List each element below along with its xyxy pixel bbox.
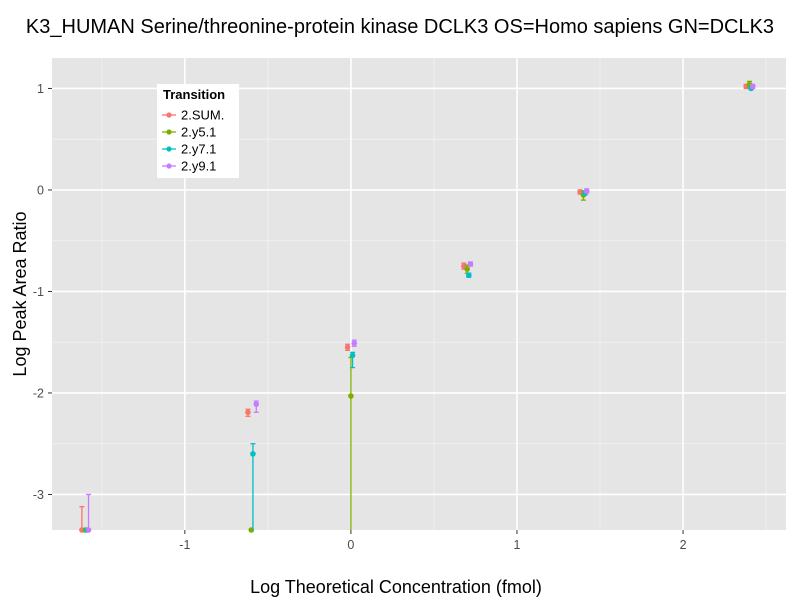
legend-item: 2.y5.1 xyxy=(162,125,216,140)
legend-key-point xyxy=(166,112,172,118)
data-point xyxy=(464,266,470,272)
x-tick-label: -1 xyxy=(179,538,190,552)
y-tick-label: -1 xyxy=(33,285,44,299)
chart-title: K3_HUMAN Serine/threonine-protein kinase… xyxy=(26,16,774,38)
data-point xyxy=(348,393,354,399)
data-point xyxy=(344,344,351,351)
x-tick-label: 0 xyxy=(347,538,354,552)
legend-item: 2.y7.1 xyxy=(162,142,216,157)
legend-label: 2.y5.1 xyxy=(181,125,216,140)
data-point xyxy=(349,352,356,359)
data-point xyxy=(583,188,590,194)
data-point xyxy=(245,409,251,416)
legend: Transition 2.SUM. 2.y5.1 2.y7.1 2.y9.1 xyxy=(157,84,239,178)
legend-label: 2.y9.1 xyxy=(181,159,216,174)
x-axis-ticks: -1 0 1 2 xyxy=(179,530,687,552)
y-tick-label: -2 xyxy=(33,386,44,400)
y-axis-title: Log Peak Area Ratio xyxy=(10,211,30,376)
data-point xyxy=(85,527,92,533)
legend-item: 2.y9.1 xyxy=(162,159,216,174)
series-2-y9-1 xyxy=(85,83,756,533)
legend-label: 2.y7.1 xyxy=(181,142,216,157)
legend-item: 2.SUM. xyxy=(162,108,224,123)
legend-key-point xyxy=(166,129,172,135)
data-point xyxy=(250,451,256,457)
series-layer xyxy=(79,80,756,533)
y-axis-ticks: -3 -2 -1 0 1 xyxy=(33,82,52,502)
data-point xyxy=(351,340,358,347)
y-tick-label: 1 xyxy=(37,82,44,96)
legend-key-point xyxy=(166,146,172,152)
y-tick-label: -3 xyxy=(33,488,44,502)
x-tick-label: 2 xyxy=(680,538,687,552)
data-point xyxy=(253,401,260,407)
data-point xyxy=(749,83,756,90)
legend-title: Transition xyxy=(163,87,225,102)
data-point xyxy=(466,272,472,279)
x-axis-title: Log Theoretical Concentration (fmol) xyxy=(250,577,542,597)
x-tick-label: 1 xyxy=(514,538,521,552)
legend-key-point xyxy=(166,163,172,169)
data-point xyxy=(467,261,474,267)
legend-label: 2.SUM. xyxy=(181,108,224,123)
y-tick-label: 0 xyxy=(37,183,44,197)
legend-items: 2.SUM. 2.y5.1 2.y7.1 2.y9.1 xyxy=(162,108,224,174)
